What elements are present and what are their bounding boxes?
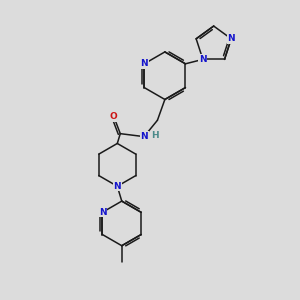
Text: N: N — [140, 59, 148, 68]
Text: N: N — [113, 182, 121, 191]
Text: N: N — [199, 55, 207, 64]
Text: N: N — [99, 208, 106, 217]
Text: N: N — [227, 34, 235, 43]
Text: H: H — [152, 130, 159, 140]
Text: O: O — [110, 112, 118, 121]
Text: N: N — [140, 132, 148, 141]
